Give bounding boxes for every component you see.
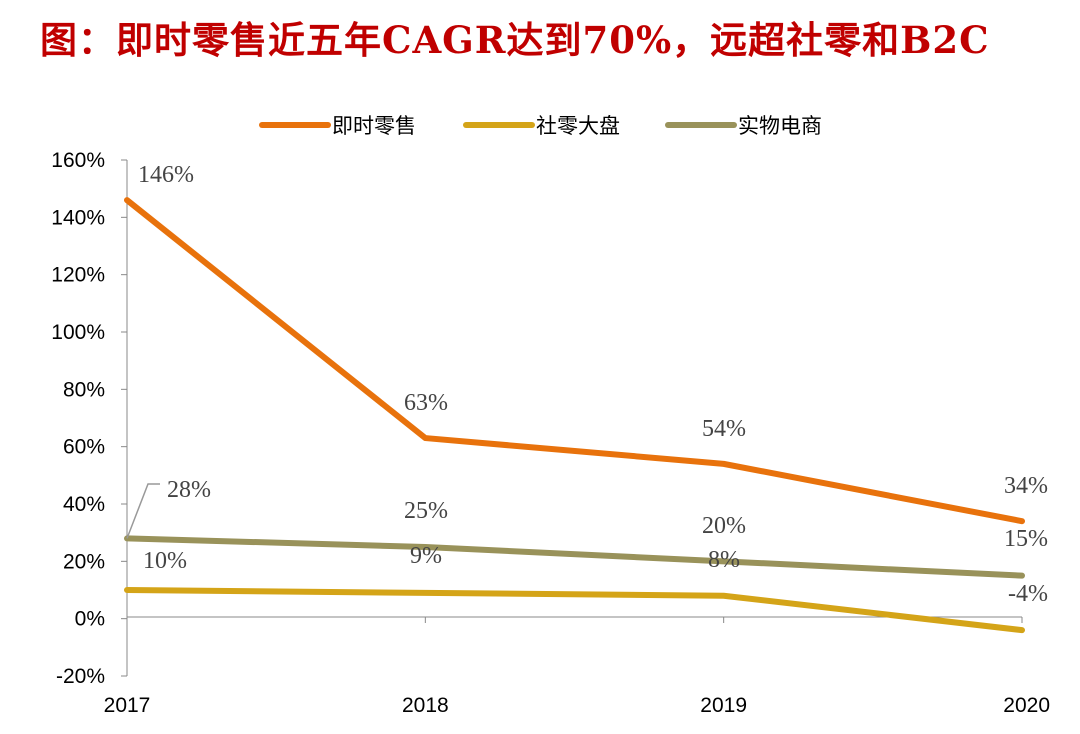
series-line	[124, 535, 1025, 579]
data-label: 28%	[167, 477, 211, 503]
data-label: 8%	[708, 547, 740, 573]
y-tick-label: 160%	[51, 149, 105, 172]
x-tick-label: 2017	[104, 694, 151, 717]
data-label: 63%	[404, 390, 448, 416]
x-tick-label: 2020	[1003, 694, 1050, 717]
y-tick-label: 80%	[63, 378, 105, 401]
leader-line	[126, 483, 160, 539]
y-tick-label: 0%	[75, 608, 105, 631]
data-label: 25%	[404, 498, 448, 524]
data-label: -4%	[1008, 581, 1048, 607]
chart-title: 图：即时零售近五年CAGR达到70%，远超社零和B2C	[40, 18, 990, 62]
y-tick-label: 20%	[63, 550, 105, 573]
data-label: 54%	[702, 416, 746, 442]
y-tick-label: 40%	[63, 493, 105, 516]
x-tick-label: 2018	[402, 694, 449, 717]
series-line	[124, 587, 1025, 634]
data-label: 34%	[1004, 473, 1048, 499]
y-tick-label: 100%	[51, 321, 105, 344]
series-line	[124, 197, 1025, 525]
legend-label: 实物电商	[738, 114, 822, 138]
data-label: 20%	[702, 513, 746, 539]
data-label: 10%	[143, 548, 187, 574]
data-label: 146%	[138, 162, 194, 188]
y-tick-label: -20%	[56, 665, 105, 688]
y-tick-label: 60%	[63, 436, 105, 459]
legend-label: 社零大盘	[536, 114, 620, 138]
x-tick-label: 2019	[700, 694, 747, 717]
data-label: 9%	[410, 543, 442, 569]
data-label: 15%	[1004, 526, 1048, 552]
legend-label: 即时零售	[332, 114, 416, 138]
y-tick-label: 120%	[51, 264, 105, 287]
y-tick-label: 140%	[51, 206, 105, 229]
